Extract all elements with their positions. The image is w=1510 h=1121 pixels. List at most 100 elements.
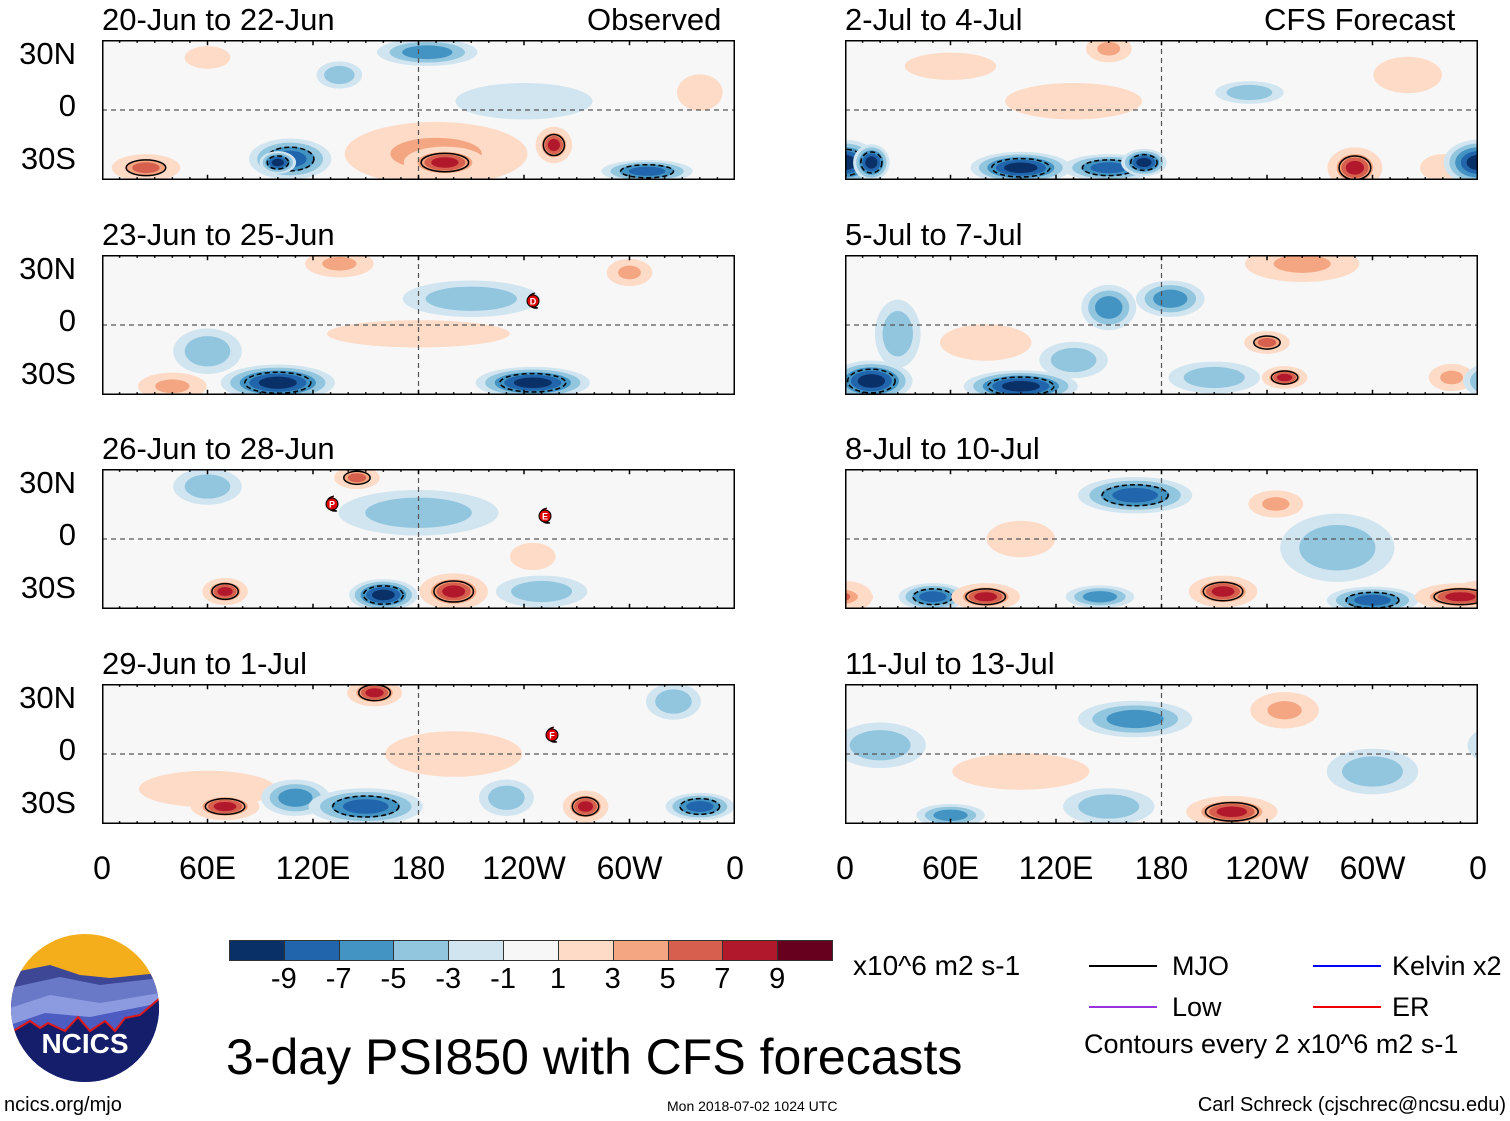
anomaly-contour-fill xyxy=(1097,41,1121,56)
mjo-contour-line xyxy=(1131,155,1157,171)
anomaly-contour-fill xyxy=(1183,366,1245,389)
anomaly-contour-fill xyxy=(347,473,367,483)
panel-title: 29-Jun to 1-Jul xyxy=(102,646,308,681)
anomaly-feature xyxy=(455,83,593,120)
lat-tick-label: 0 xyxy=(58,303,76,338)
storm-label: P xyxy=(329,500,335,510)
anomaly-contour-fill xyxy=(849,730,911,761)
lon-tick-label: 0 xyxy=(836,850,854,886)
anomaly-contour-fill xyxy=(684,80,716,105)
contour-note: Contours every 2 x10^6 m2 s-1 xyxy=(1084,1029,1459,1059)
storm-label: E xyxy=(542,512,548,522)
anomaly-contour-fill xyxy=(628,166,666,176)
tropical-cyclone-icon: P xyxy=(324,495,340,513)
anomaly-feature xyxy=(916,803,985,824)
anomaly-feature xyxy=(111,154,181,180)
anomaly-contour-fill xyxy=(1001,380,1040,392)
anomaly-contour-fill xyxy=(577,801,594,812)
anomaly-contour-fill xyxy=(365,497,472,528)
anomaly-feature xyxy=(1136,280,1205,317)
lat-tick-label: 30N xyxy=(19,680,76,715)
anomaly-feature xyxy=(220,364,335,395)
anomaly-feature xyxy=(1250,692,1319,729)
anomaly-feature xyxy=(1244,331,1290,354)
panel-title: 2-Jul to 4-Jul xyxy=(845,2,1023,37)
map-panel xyxy=(102,684,735,824)
anomaly-contour-fill xyxy=(686,801,714,812)
map-panel xyxy=(845,255,1478,395)
anomaly-feature xyxy=(665,792,735,821)
anomaly-feature xyxy=(138,372,207,395)
mjo-contour-line xyxy=(680,799,720,815)
colorbar-swatch xyxy=(722,940,779,961)
anomaly-contour-fill xyxy=(955,330,1017,355)
anomaly-feature xyxy=(1081,284,1137,331)
anomaly-contour-fill xyxy=(1299,525,1376,571)
legend-label-mjo: MJO xyxy=(1172,951,1229,981)
anomaly-contour-fill xyxy=(511,580,573,603)
anomaly-contour-fill xyxy=(919,591,947,603)
mjo-contour-line xyxy=(267,156,288,169)
anomaly-feature xyxy=(305,255,374,278)
anomaly-feature xyxy=(495,575,588,608)
anomaly-contour-fill xyxy=(1354,594,1391,606)
anomaly-feature xyxy=(1121,148,1167,177)
anomaly-contour-fill xyxy=(184,336,231,367)
mjo-contour-line xyxy=(434,581,474,602)
map-panel xyxy=(102,255,735,395)
anomaly-feature xyxy=(1261,366,1308,389)
anomaly-feature xyxy=(402,280,540,317)
colorbar-label: -5 xyxy=(380,963,407,995)
anomaly-feature xyxy=(939,324,1032,361)
legend-line-low xyxy=(1089,1006,1157,1008)
colorbar-label: 7 xyxy=(714,963,731,995)
lat-tick-label: 0 xyxy=(58,88,76,123)
anomaly-feature xyxy=(606,258,653,287)
colorbar-swatch xyxy=(503,940,559,961)
lon-tick-label: 0 xyxy=(1469,850,1487,886)
mjo-contour-line xyxy=(1203,582,1243,600)
lon-tick-label: 0 xyxy=(726,850,744,886)
map-panel-svg xyxy=(845,40,1478,180)
colorbar-label: -3 xyxy=(435,963,462,995)
legend-line-mjo xyxy=(1089,965,1157,967)
anomaly-feature xyxy=(347,684,402,707)
anomaly-contour-fill xyxy=(1004,162,1038,174)
colorbar-label: 5 xyxy=(659,963,676,995)
map-panel xyxy=(845,684,1478,824)
anomaly-contour-fill xyxy=(547,138,560,152)
anomaly-feature xyxy=(349,579,418,609)
mjo-contour-line xyxy=(1102,485,1168,506)
map-panel xyxy=(102,469,735,609)
mjo-contour-line xyxy=(1434,589,1478,605)
anomaly-feature xyxy=(173,328,242,374)
footer-link[interactable]: ncics.org/mjo xyxy=(4,1094,122,1116)
anomaly-contour-fill xyxy=(933,809,968,821)
colorbar-label: 1 xyxy=(549,963,566,995)
anomaly-contour-fill xyxy=(342,799,389,814)
anomaly-feature xyxy=(1248,490,1304,518)
mjo-contour-line xyxy=(500,374,566,392)
mjo-contour-line xyxy=(212,584,238,600)
anomaly-contour-fill xyxy=(1345,160,1365,175)
anomaly-contour-fill xyxy=(1262,497,1290,511)
anomaly-feature xyxy=(951,583,1020,609)
lon-tick-label: 60W xyxy=(1339,850,1406,886)
anomaly-contour-fill xyxy=(1082,591,1118,603)
anomaly-feature xyxy=(173,469,242,505)
anomaly-feature xyxy=(1077,477,1193,514)
lon-tick-label: 60E xyxy=(922,850,979,886)
mjo-contour-line xyxy=(333,796,399,817)
lon-tick-label: 120E xyxy=(275,850,351,886)
anomaly-feature xyxy=(1039,341,1108,379)
mjo-contour-line xyxy=(861,152,882,173)
anomaly-feature xyxy=(1326,748,1419,795)
storm-label: F xyxy=(549,730,555,740)
lon-tick-label: 180 xyxy=(391,850,446,886)
anomaly-feature xyxy=(904,52,997,80)
anomaly-feature xyxy=(874,299,921,368)
tropical-cyclone-icon: D xyxy=(525,292,541,310)
anomaly-feature xyxy=(1077,700,1193,738)
legend-line-er xyxy=(1313,1006,1381,1008)
anomaly-feature xyxy=(1215,81,1284,104)
